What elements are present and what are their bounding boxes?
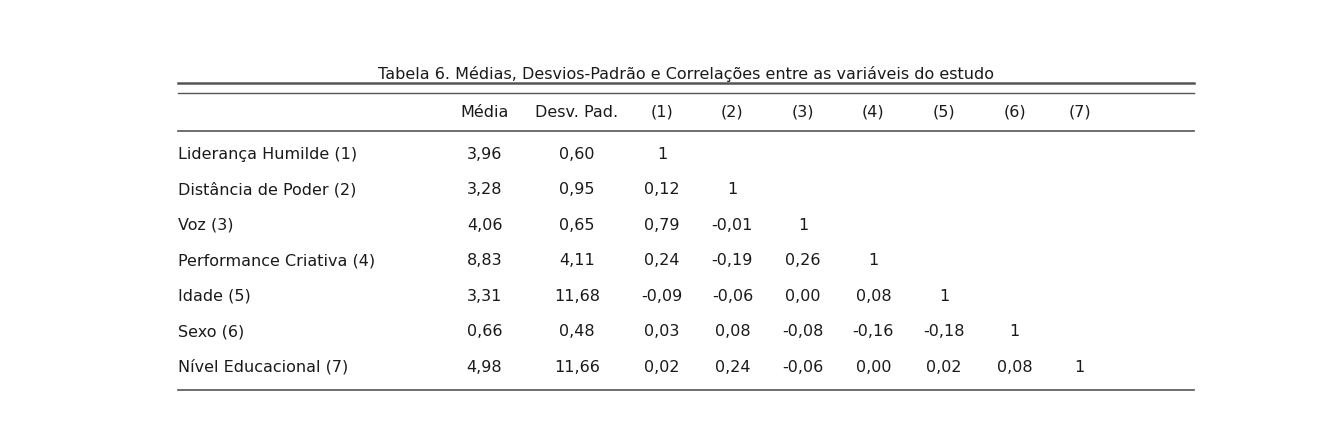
Text: (3): (3) xyxy=(792,105,814,120)
Text: Média: Média xyxy=(460,105,508,120)
Text: Nível Educacional (7): Nível Educacional (7) xyxy=(178,359,348,375)
Text: 0,24: 0,24 xyxy=(644,253,680,268)
Text: 0,48: 0,48 xyxy=(559,324,594,339)
Text: 0,00: 0,00 xyxy=(785,289,820,304)
Text: -0,06: -0,06 xyxy=(712,289,753,304)
Text: 1: 1 xyxy=(657,147,668,162)
Text: 0,00: 0,00 xyxy=(856,360,891,375)
Text: -0,18: -0,18 xyxy=(923,324,965,339)
Text: 0,65: 0,65 xyxy=(559,218,594,233)
Text: -0,01: -0,01 xyxy=(712,218,753,233)
Text: 3,31: 3,31 xyxy=(467,289,502,304)
Text: 1: 1 xyxy=(1009,324,1020,339)
Text: -0,09: -0,09 xyxy=(641,289,682,304)
Text: (2): (2) xyxy=(721,105,744,120)
Text: -0,08: -0,08 xyxy=(783,324,824,339)
Text: 0,12: 0,12 xyxy=(644,182,680,198)
Text: 0,08: 0,08 xyxy=(714,324,751,339)
Text: 1: 1 xyxy=(728,182,737,198)
Text: Sexo (6): Sexo (6) xyxy=(178,324,244,339)
Text: (1): (1) xyxy=(650,105,673,120)
Text: 0,26: 0,26 xyxy=(785,253,820,268)
Text: 1: 1 xyxy=(939,289,949,304)
Text: Tabela 6. Médias, Desvios-Padrão e Correlações entre as variáveis do estudo: Tabela 6. Médias, Desvios-Padrão e Corre… xyxy=(377,66,994,82)
Text: 11,66: 11,66 xyxy=(554,360,599,375)
Text: Voz (3): Voz (3) xyxy=(178,218,233,233)
Text: 4,98: 4,98 xyxy=(467,360,502,375)
Text: 0,02: 0,02 xyxy=(926,360,962,375)
Text: 4,11: 4,11 xyxy=(559,253,594,268)
Text: 4,06: 4,06 xyxy=(467,218,502,233)
Text: -0,19: -0,19 xyxy=(712,253,753,268)
Text: 8,83: 8,83 xyxy=(467,253,502,268)
Text: Distância de Poder (2): Distância de Poder (2) xyxy=(178,182,356,198)
Text: 0,24: 0,24 xyxy=(714,360,751,375)
Text: 0,60: 0,60 xyxy=(559,147,594,162)
Text: -0,06: -0,06 xyxy=(783,360,823,375)
Text: 1: 1 xyxy=(1074,360,1085,375)
Text: 3,96: 3,96 xyxy=(467,147,502,162)
Text: 1: 1 xyxy=(797,218,808,233)
Text: Idade (5): Idade (5) xyxy=(178,289,250,304)
Text: (4): (4) xyxy=(862,105,884,120)
Text: 0,79: 0,79 xyxy=(644,218,680,233)
Text: 0,95: 0,95 xyxy=(559,182,594,198)
Text: Liderança Humilde (1): Liderança Humilde (1) xyxy=(178,147,357,162)
Text: 0,66: 0,66 xyxy=(467,324,502,339)
Text: (7): (7) xyxy=(1069,105,1090,120)
Text: (5): (5) xyxy=(933,105,955,120)
Text: 0,08: 0,08 xyxy=(855,289,891,304)
Text: Performance Criativa (4): Performance Criativa (4) xyxy=(178,253,375,268)
Text: -0,16: -0,16 xyxy=(852,324,894,339)
Text: 0,02: 0,02 xyxy=(644,360,680,375)
Text: 11,68: 11,68 xyxy=(554,289,599,304)
Text: 3,28: 3,28 xyxy=(467,182,502,198)
Text: Desv. Pad.: Desv. Pad. xyxy=(535,105,618,120)
Text: 0,03: 0,03 xyxy=(644,324,680,339)
Text: 1: 1 xyxy=(868,253,879,268)
Text: (6): (6) xyxy=(1004,105,1026,120)
Text: 0,08: 0,08 xyxy=(997,360,1032,375)
